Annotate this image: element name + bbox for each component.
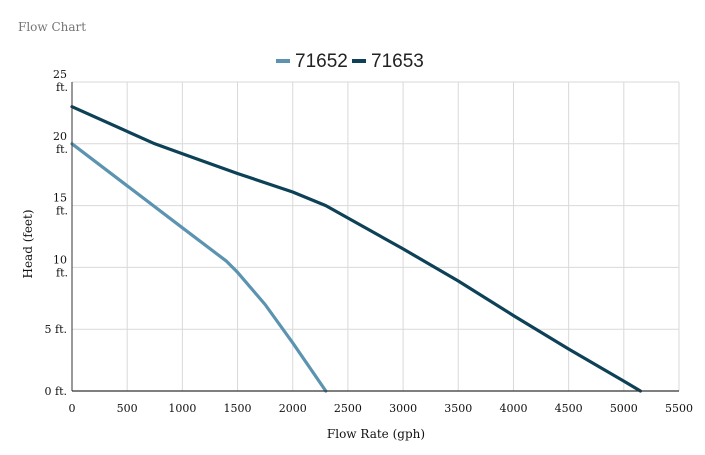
series-lines — [70, 105, 642, 393]
x-tick-label: 500 — [117, 402, 138, 415]
x-axis-title: Flow Rate (gph) — [327, 427, 425, 441]
y-tick-label: 25 — [53, 68, 67, 81]
y-tick-label: 20 — [53, 130, 67, 143]
y-axis-title: Head (feet) — [21, 209, 35, 278]
y-tick-label: 15 — [53, 192, 67, 205]
x-tick-label: 3500 — [444, 402, 472, 415]
legend: 71652 71653 — [276, 51, 424, 72]
x-tick-label: 5000 — [610, 402, 638, 415]
y-tick-unit: ft. — [56, 143, 68, 156]
grid-lines — [72, 81, 680, 391]
axes: 0 500 1000 1500 2000 2500 3000 3500 4000 4500 5000… — [45, 68, 693, 415]
y-tick-unit: ft. — [56, 205, 68, 218]
y-tick-label: 5 ft. — [45, 323, 67, 336]
x-tick-label: 5500 — [665, 402, 693, 415]
section-title: Flow Chart — [18, 20, 87, 34]
y-tick-label: 10 — [53, 253, 67, 266]
x-tick-label: 3000 — [389, 402, 417, 415]
x-tick-label: 2000 — [279, 402, 307, 415]
x-tick-label: 0 — [69, 402, 76, 415]
y-tick-unit: ft. — [56, 266, 68, 279]
y-tick-unit: ft. — [56, 81, 68, 94]
series-line-71653 — [70, 105, 642, 393]
legend-label-71652: 71652 — [295, 51, 348, 72]
legend-label-71653: 71653 — [371, 51, 424, 72]
x-tick-label: 4500 — [555, 402, 583, 415]
x-tick-label: 2500 — [334, 402, 362, 415]
series-line-71652 — [70, 142, 328, 393]
x-tick-label: 4000 — [499, 402, 527, 415]
x-tick-label: 1000 — [168, 402, 196, 415]
y-tick-label: 0 ft. — [45, 385, 67, 398]
x-tick-label: 1500 — [224, 402, 252, 415]
